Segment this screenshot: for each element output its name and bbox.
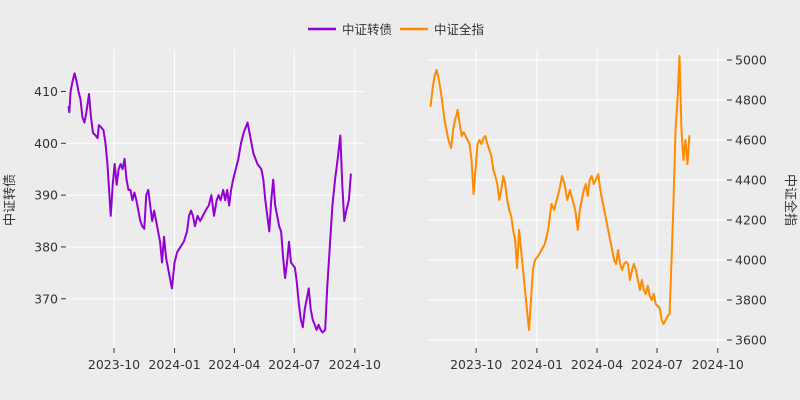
- y-tick-label: 5000: [735, 53, 767, 68]
- y-tick-label: 3800: [735, 293, 767, 308]
- legend: 中证转债 中证全指: [308, 22, 484, 37]
- y-tick-label: 410: [34, 84, 58, 99]
- y-tick-label: 4600: [735, 133, 767, 148]
- series-line-2-1: [429, 55, 691, 331]
- y-axis-label-right: 中证全指: [782, 174, 798, 226]
- series-line-1-1: [67, 72, 352, 334]
- x-tick-label: 2024-10: [329, 357, 381, 372]
- y-tick-label: 4000: [735, 253, 767, 268]
- x-tick-label: 2024-07: [268, 357, 320, 372]
- x-tick-label: 2023-10: [88, 357, 140, 372]
- y-tick-label: 4200: [735, 213, 767, 228]
- legend-label-series-1: 中证转债: [342, 22, 392, 37]
- x-tick-label: 2024-04: [571, 357, 623, 372]
- y-tick-label: 380: [34, 239, 58, 254]
- y-tick-label: 4400: [735, 173, 767, 188]
- x-tick-label: 2024-07: [631, 357, 683, 372]
- x-tick-label: 2024-01: [511, 357, 563, 372]
- y-tick-label: 370: [34, 291, 58, 306]
- y-tick-label: 3600: [735, 333, 767, 348]
- panel-2: 2023-10 2024-01 2024-04 2024-07 2024-10 3600 3…: [428, 50, 767, 372]
- y-tick-label: 4800: [735, 93, 767, 108]
- panel-1: 2023-10 2024-01 2024-04 2024-07 2024-10 370 38…: [34, 50, 381, 372]
- x-tick-label: 2024-10: [692, 357, 744, 372]
- legend-label-series-2: 中证全指: [434, 22, 484, 37]
- x-tick-label: 2024-04: [208, 357, 260, 372]
- y-tick-label: 390: [34, 188, 58, 203]
- x-tick-label: 2024-01: [148, 357, 200, 372]
- y-axis-label-left: 中证转债: [3, 174, 18, 226]
- y-tick-label: 400: [34, 136, 58, 151]
- x-tick-label: 2023-10: [450, 357, 502, 372]
